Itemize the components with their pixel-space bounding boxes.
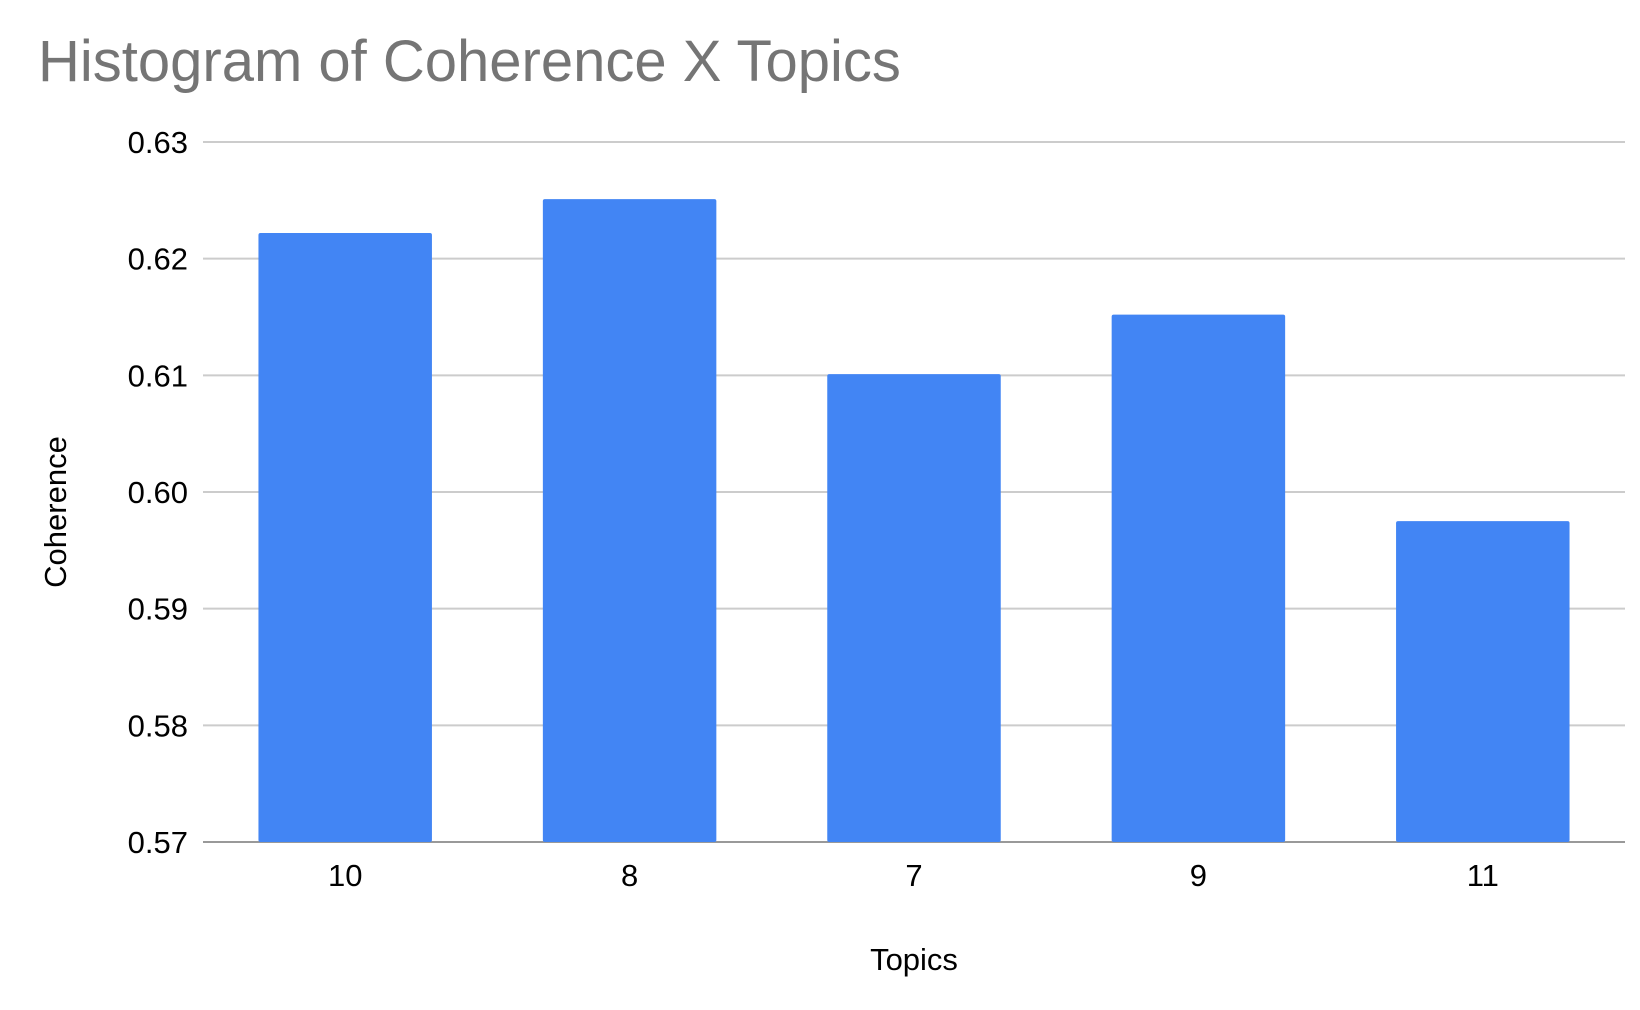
x-tick-label: 8 [621,858,638,893]
y-tick-label: 0.59 [128,592,188,627]
x-tick-label: 11 [1467,858,1499,893]
y-axis-ticks: 0.57 0.58 0.59 0.60 0.61 0.62 0.63 [128,125,188,860]
y-axis-title: Coherence [38,436,73,588]
bar-11 [1396,521,1570,842]
y-tick-label: 0.60 [128,475,188,510]
x-tick-label: 7 [905,858,922,893]
bar-9 [1111,314,1286,843]
bar-8 [542,199,717,842]
x-axis-ticks: 10 8 7 9 11 [328,858,1499,893]
y-tick-label: 0.58 [128,708,188,743]
chart-title: Histogram of Coherence X Topics [38,29,901,94]
y-tick-label: 0.62 [128,242,188,277]
bars [258,199,1570,843]
x-axis-title: Topics [870,942,958,977]
bar-7 [827,374,1001,842]
bar-10 [258,233,432,842]
y-tick-label: 0.57 [128,825,188,860]
x-tick-label: 9 [1190,858,1207,893]
x-tick-label: 10 [328,858,362,893]
y-tick-label: 0.63 [128,125,188,160]
y-tick-label: 0.61 [128,358,188,393]
